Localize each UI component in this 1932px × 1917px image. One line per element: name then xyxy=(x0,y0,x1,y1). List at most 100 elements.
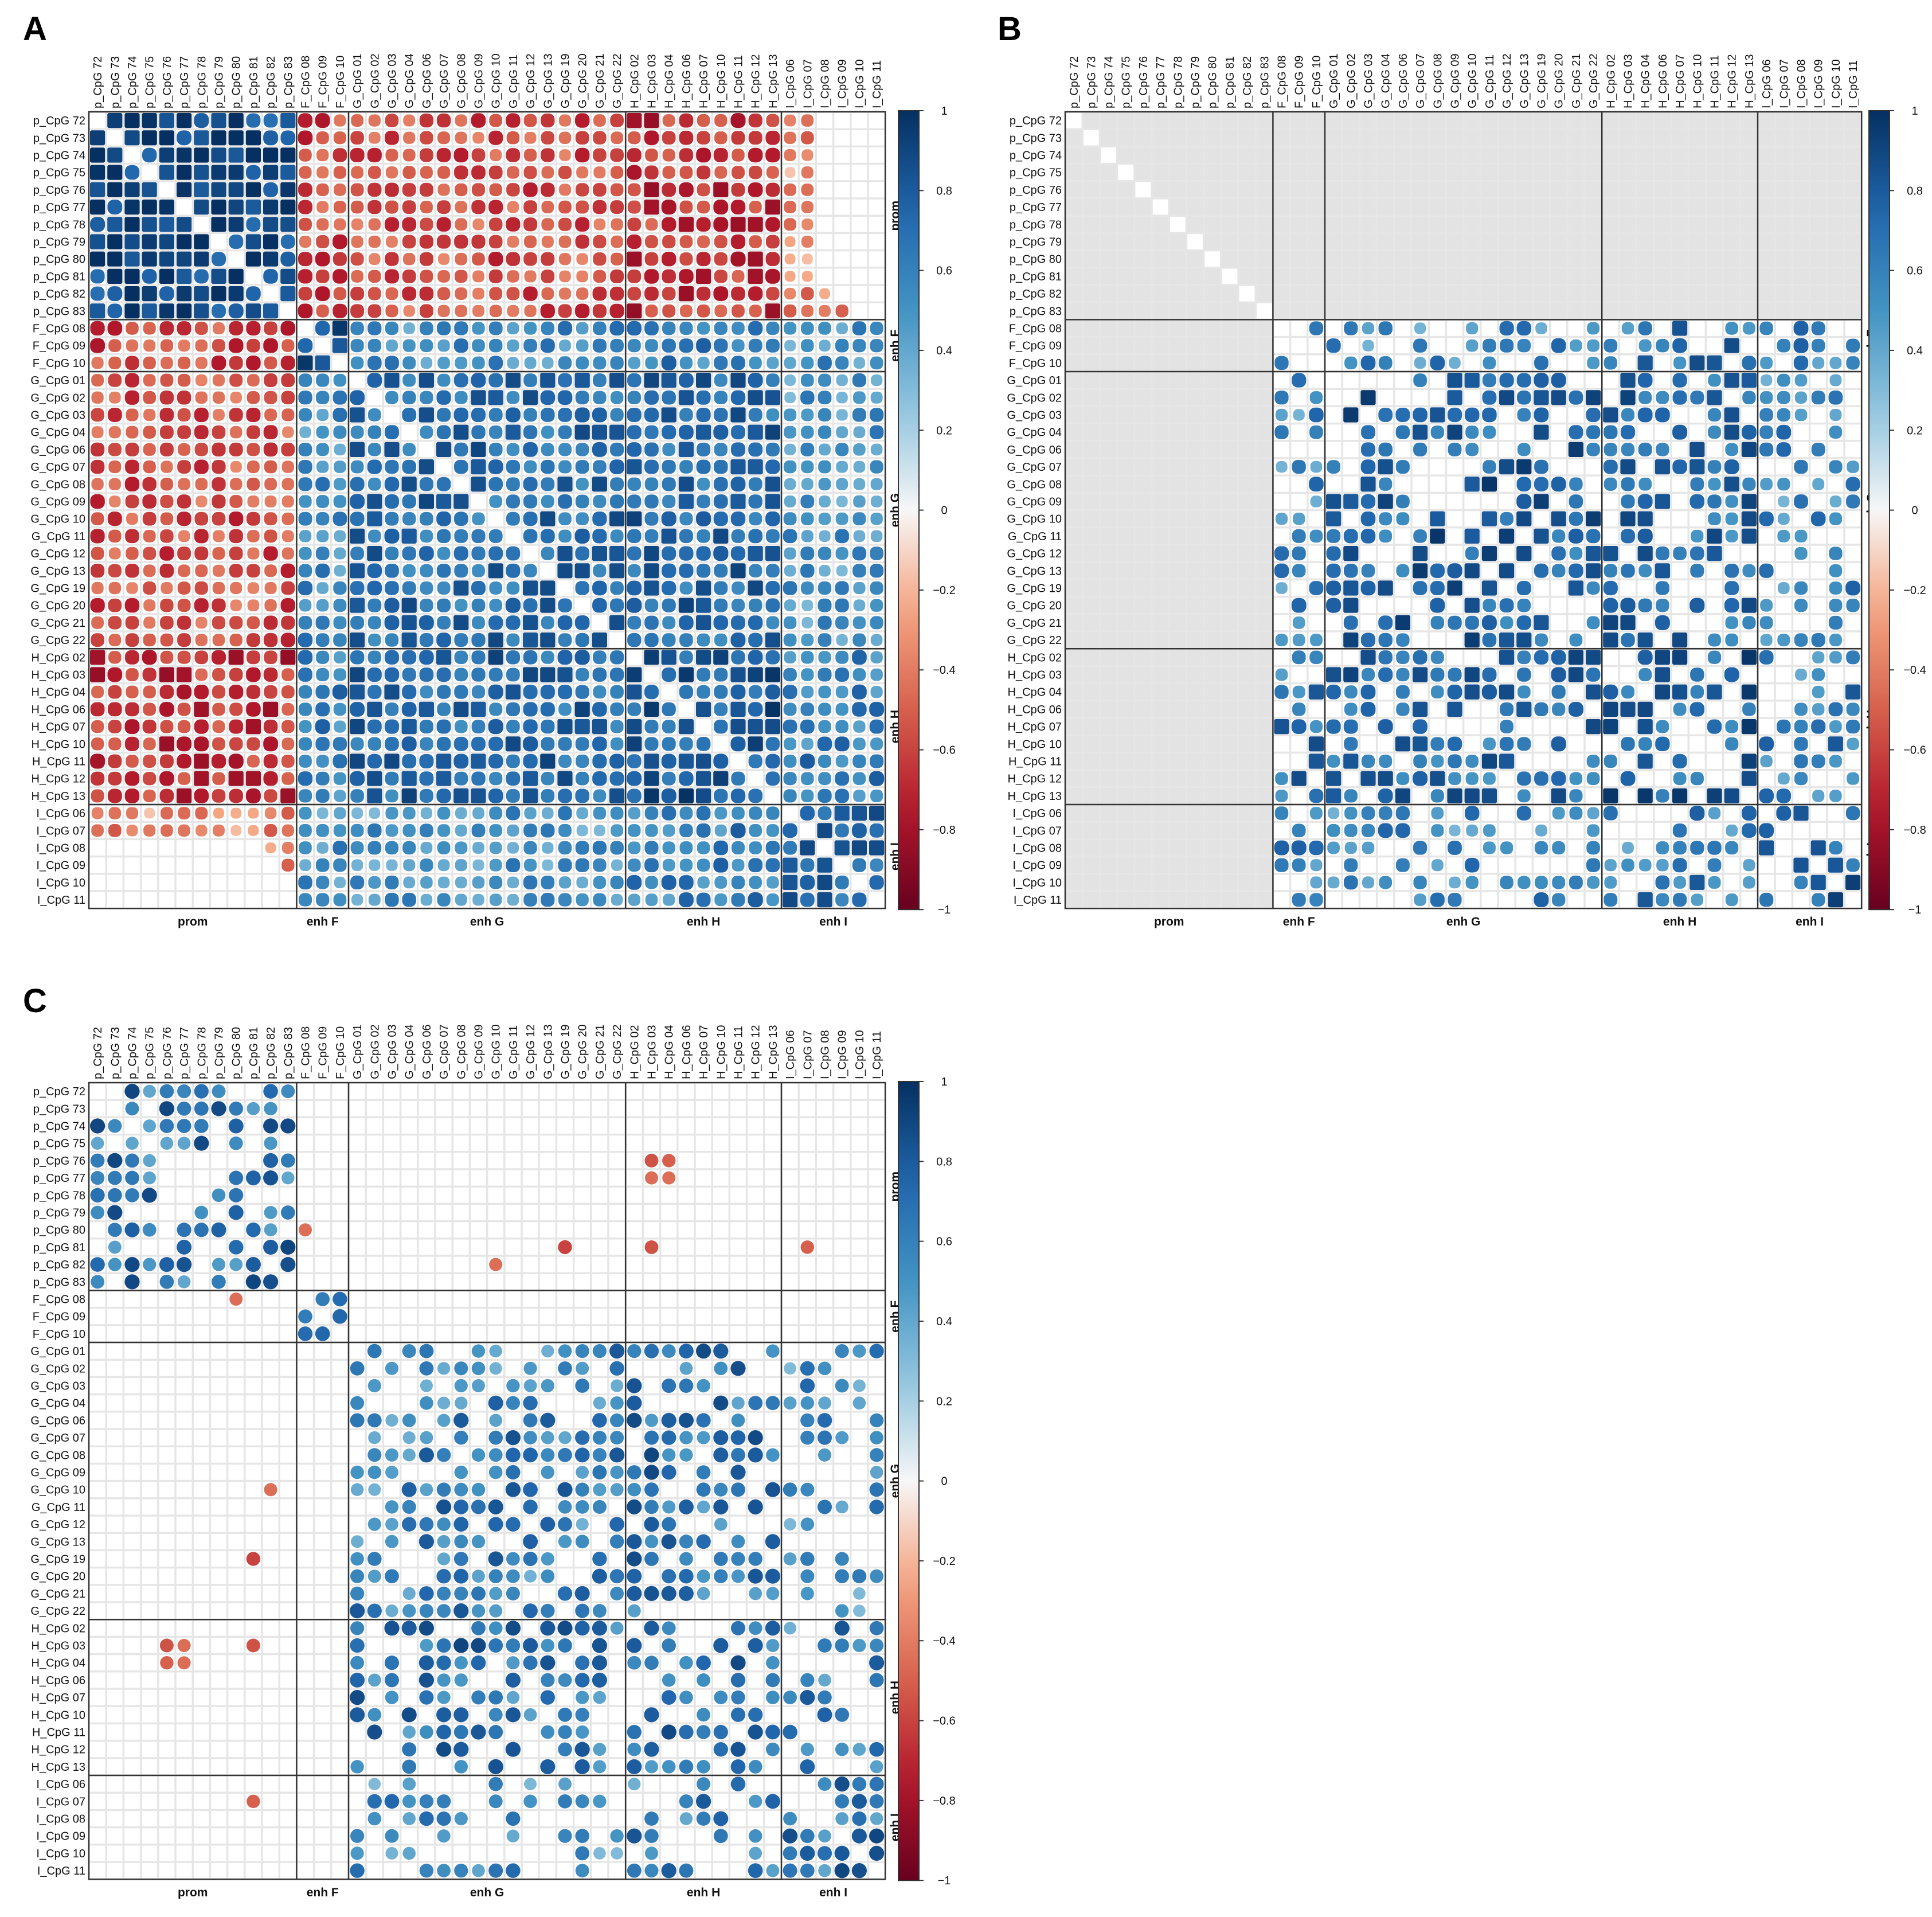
grid-cell xyxy=(192,215,211,234)
correlation-mark xyxy=(507,876,519,889)
grid-cell xyxy=(1792,111,1810,130)
correlation-mark xyxy=(159,113,174,128)
grid-cell xyxy=(1186,388,1204,407)
grid-cell xyxy=(1480,198,1499,216)
correlation-mark xyxy=(281,339,295,352)
grid-cell xyxy=(1497,128,1516,147)
grid-cell xyxy=(1445,198,1464,216)
correlation-mark xyxy=(351,235,363,248)
correlation-mark xyxy=(749,166,762,179)
correlation-mark xyxy=(351,807,363,819)
correlation-mark xyxy=(248,825,259,836)
correlation-mark xyxy=(107,667,123,682)
correlation-mark xyxy=(610,477,624,491)
correlation-mark xyxy=(263,442,278,457)
correlation-mark xyxy=(211,147,226,163)
correlation-mark xyxy=(488,251,503,267)
grid-cell xyxy=(1065,284,1083,303)
correlation-mark xyxy=(576,754,589,768)
correlation-mark xyxy=(575,460,589,474)
correlation-mark xyxy=(507,357,519,369)
row-label: G_CpG 12 xyxy=(30,548,85,560)
correlation-mark xyxy=(713,286,729,301)
row-labels: p_CpG 72p_CpG 73p_CpG 74p_CpG 75p_CpG 76… xyxy=(30,115,85,907)
correlation-mark xyxy=(401,736,417,752)
correlation-mark xyxy=(455,304,468,318)
grid-cell xyxy=(1480,181,1499,199)
correlation-mark xyxy=(869,823,884,838)
grid-cell xyxy=(1636,284,1655,303)
correlation-mark xyxy=(784,443,796,456)
grid-cell xyxy=(1671,198,1689,216)
correlation-mark xyxy=(281,806,295,820)
grid-cell xyxy=(1462,232,1481,251)
correlation-mark xyxy=(644,512,659,526)
correlation-mark xyxy=(801,634,814,647)
correlation-mark xyxy=(471,771,486,786)
correlation-mark xyxy=(385,824,398,837)
correlation-mark xyxy=(247,530,260,542)
grid-cell xyxy=(1289,354,1308,372)
grid-cell xyxy=(1082,319,1101,338)
correlation-mark xyxy=(853,495,866,508)
correlation-mark xyxy=(593,460,607,474)
grid-cell xyxy=(1740,146,1758,165)
grid-cell xyxy=(1601,249,1620,268)
grid-cell xyxy=(1134,232,1152,251)
correlation-mark xyxy=(610,581,624,595)
grid-cell xyxy=(348,371,366,389)
correlation-mark xyxy=(765,130,780,145)
correlation-mark xyxy=(143,581,157,595)
grid-cell xyxy=(1203,267,1222,286)
row-label: G_CpG 01 xyxy=(30,374,85,387)
correlation-mark xyxy=(281,408,295,421)
correlation-mark xyxy=(818,478,831,491)
correlation-mark xyxy=(558,131,572,145)
correlation-mark xyxy=(161,460,173,473)
correlation-mark xyxy=(540,685,555,700)
grid-cell xyxy=(1584,267,1602,286)
grid-cell xyxy=(1618,198,1637,216)
correlation-mark xyxy=(558,788,572,803)
grid-cell xyxy=(1221,146,1239,165)
panel-b: Bp_CpG 72p_CpG 73p_CpG 74p_CpG 75p_CpG 7… xyxy=(998,10,1926,928)
correlation-mark xyxy=(593,858,607,872)
correlation-mark xyxy=(489,702,503,716)
correlation-mark xyxy=(367,701,382,717)
correlation-mark xyxy=(818,685,831,698)
correlation-mark xyxy=(732,806,745,820)
correlation-mark xyxy=(801,201,814,213)
correlation-mark xyxy=(662,391,676,405)
correlation-mark xyxy=(576,287,589,300)
grid-cell xyxy=(1532,267,1551,286)
correlation-mark xyxy=(731,131,745,145)
correlation-mark xyxy=(298,771,313,786)
correlation-mark xyxy=(420,512,433,526)
correlation-mark xyxy=(419,286,434,301)
correlation-mark xyxy=(576,322,589,335)
grid-cell xyxy=(1238,249,1256,268)
correlation-mark xyxy=(731,425,745,440)
grid-cell xyxy=(1255,232,1274,251)
correlation-mark xyxy=(247,755,260,768)
correlation-mark xyxy=(505,373,521,388)
correlation-mark xyxy=(436,564,451,578)
correlation-mark xyxy=(853,530,866,542)
correlation-mark xyxy=(212,737,225,751)
grid-cell xyxy=(1116,319,1135,338)
column-label: p_CpG 77 xyxy=(178,56,191,108)
correlation-mark xyxy=(263,165,279,180)
grid-cell xyxy=(1480,163,1499,182)
correlation-mark xyxy=(403,859,416,872)
correlation-mark xyxy=(731,893,745,907)
correlation-mark xyxy=(125,702,139,717)
correlation-mark xyxy=(194,165,209,180)
column-label: p_CpG 79 xyxy=(213,56,226,108)
correlation-mark xyxy=(385,321,399,335)
correlation-mark xyxy=(316,235,330,249)
grid-cell xyxy=(1134,388,1152,407)
correlation-mark xyxy=(627,875,642,890)
correlation-mark xyxy=(385,287,398,300)
correlation-mark xyxy=(144,807,155,819)
correlation-mark xyxy=(748,217,763,232)
